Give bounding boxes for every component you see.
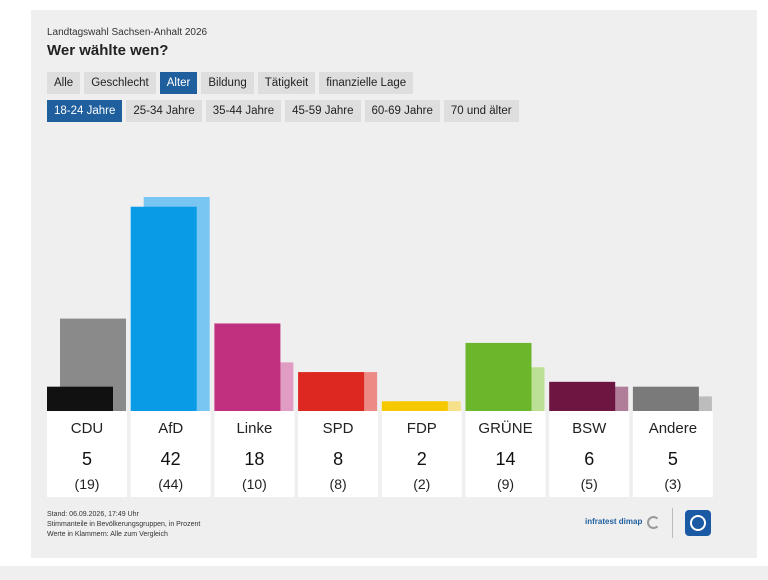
comparison-label-andere: (3)	[664, 476, 681, 492]
broadcaster-logo-icon	[685, 510, 711, 536]
tab-45-59[interactable]: 45-59 Jahre	[285, 100, 361, 122]
value-label-fdp: 2	[417, 449, 427, 469]
label-card-fdp	[381, 411, 462, 497]
category-label-grne: GRÜNE	[478, 419, 532, 437]
tab-60-69[interactable]: 60-69 Jahre	[364, 100, 440, 122]
comparison-label-linke: (10)	[242, 476, 267, 492]
comparison-label-cdu: (19)	[75, 476, 100, 492]
comparison-label-fdp: (2)	[413, 476, 430, 492]
value-label-bsw: 6	[584, 449, 594, 469]
label-card-cdu	[47, 411, 127, 497]
footer-timestamp: Stand: 06.09.2026, 17:49 Uhr	[47, 511, 139, 518]
label-card-afd	[130, 411, 211, 497]
bar-linke	[214, 323, 281, 411]
tab-finanzielle-lage[interactable]: finanzielle Lage	[319, 72, 414, 94]
comparison-label-bsw: (5)	[581, 476, 598, 492]
category-label-afd: AfD	[158, 420, 183, 437]
value-label-andere: 5	[668, 449, 678, 469]
bar-fdp	[381, 401, 448, 411]
category-label-fdp: FDP	[407, 420, 437, 437]
bar-spd	[298, 372, 365, 411]
tab-alter[interactable]: Alter	[159, 72, 198, 94]
tab-bildung[interactable]: Bildung	[201, 72, 254, 94]
tab-alle[interactable]: Alle	[47, 72, 81, 94]
tab-25-34[interactable]: 25-34 Jahre	[126, 100, 202, 122]
chart-title: Wer wählte wen?	[47, 42, 169, 59]
value-label-cdu: 5	[82, 449, 92, 469]
bar-cdu	[47, 386, 113, 411]
label-card-andere	[632, 411, 713, 497]
category-label-linke: Linke	[236, 420, 272, 437]
footer-note-units: Stimmanteile in Bevölkerungsgruppen, in …	[47, 521, 201, 528]
chart-footer: Stand: 06.09.2026, 17:49 Uhr Stimmanteil…	[47, 510, 200, 540]
category-label-cdu: CDU	[71, 420, 104, 437]
bar-bsw	[549, 381, 616, 411]
value-label-grne: 14	[495, 449, 515, 469]
bar-andere	[632, 386, 699, 411]
bar-afd	[130, 206, 197, 411]
comparison-label-afd: (44)	[158, 476, 183, 492]
comparison-label-spd: (8)	[330, 476, 347, 492]
label-card-grne	[465, 411, 546, 497]
age-tabs: 18-24 Jahre 25-34 Jahre 35-44 Jahre 45-5…	[47, 100, 519, 122]
label-card-linke	[214, 411, 295, 497]
tab-70-plus[interactable]: 70 und älter	[443, 100, 519, 122]
bottom-strip	[0, 566, 768, 580]
value-label-spd: 8	[333, 449, 343, 469]
source-logo-icon	[647, 516, 660, 529]
bar-grne	[465, 342, 532, 411]
tab-18-24[interactable]: 18-24 Jahre	[47, 100, 123, 122]
footer-divider	[672, 508, 673, 538]
category-label-spd: SPD	[323, 420, 354, 437]
category-label-bsw: BSW	[572, 420, 607, 437]
tab-35-44[interactable]: 35-44 Jahre	[205, 100, 282, 122]
tab-taetigkeit[interactable]: Tätigkeit	[257, 72, 316, 94]
label-card-bsw	[549, 411, 630, 497]
source-brand: infratest dimap	[585, 517, 643, 526]
category-label-andere: Andere	[649, 420, 697, 437]
label-card-spd	[298, 411, 379, 497]
value-label-afd: 42	[161, 449, 181, 469]
tab-geschlecht[interactable]: Geschlecht	[84, 72, 156, 94]
comparison-label-grne: (9)	[497, 476, 514, 492]
chart-supertitle: Landtagswahl Sachsen-Anhalt 2026	[47, 27, 208, 38]
category-tabs: Alle Geschlecht Alter Bildung Tätigkeit …	[47, 72, 414, 94]
value-label-linke: 18	[244, 449, 264, 469]
footer-note-comparison: Werte in Klammern: Alle zum Vergleich	[47, 531, 168, 538]
